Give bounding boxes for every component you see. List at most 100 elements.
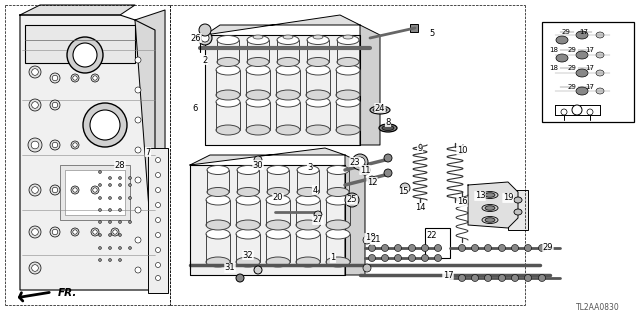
Ellipse shape xyxy=(206,195,230,205)
Text: 9: 9 xyxy=(417,143,422,153)
Circle shape xyxy=(129,177,131,180)
Circle shape xyxy=(109,220,111,223)
Circle shape xyxy=(422,244,429,252)
Circle shape xyxy=(538,275,545,282)
Ellipse shape xyxy=(296,229,320,239)
Circle shape xyxy=(394,254,401,261)
Circle shape xyxy=(118,259,122,261)
Circle shape xyxy=(29,99,41,111)
Circle shape xyxy=(91,186,99,194)
Circle shape xyxy=(31,141,39,149)
Ellipse shape xyxy=(596,52,604,58)
Text: FR.: FR. xyxy=(58,288,77,298)
Circle shape xyxy=(109,246,111,250)
Ellipse shape xyxy=(236,220,260,230)
Polygon shape xyxy=(20,5,135,15)
Circle shape xyxy=(91,74,99,82)
Text: 17: 17 xyxy=(586,84,595,90)
Circle shape xyxy=(135,117,141,123)
Circle shape xyxy=(29,262,41,274)
Circle shape xyxy=(29,66,41,78)
Polygon shape xyxy=(205,35,360,145)
Circle shape xyxy=(525,275,531,282)
Circle shape xyxy=(32,187,38,193)
Circle shape xyxy=(369,244,376,252)
Text: 32: 32 xyxy=(243,251,253,260)
Circle shape xyxy=(511,275,518,282)
Ellipse shape xyxy=(482,191,498,198)
Ellipse shape xyxy=(556,36,568,44)
Text: 29: 29 xyxy=(568,65,577,71)
Bar xyxy=(65,170,125,215)
Circle shape xyxy=(381,244,388,252)
Circle shape xyxy=(135,237,141,243)
Circle shape xyxy=(50,100,60,110)
Circle shape xyxy=(499,275,506,282)
Ellipse shape xyxy=(216,125,240,135)
Circle shape xyxy=(254,266,262,274)
Text: 29: 29 xyxy=(568,84,577,90)
Ellipse shape xyxy=(307,58,329,67)
Circle shape xyxy=(32,69,38,75)
Circle shape xyxy=(135,87,141,93)
Ellipse shape xyxy=(276,125,300,135)
Circle shape xyxy=(109,234,111,236)
Ellipse shape xyxy=(482,204,498,212)
Ellipse shape xyxy=(306,97,330,107)
Text: 6: 6 xyxy=(192,103,198,113)
Text: 7: 7 xyxy=(145,148,150,156)
Circle shape xyxy=(52,229,58,235)
Ellipse shape xyxy=(253,35,263,39)
Text: 23: 23 xyxy=(349,157,360,166)
Circle shape xyxy=(484,244,492,252)
Circle shape xyxy=(52,102,58,108)
Text: 16: 16 xyxy=(457,197,467,206)
Ellipse shape xyxy=(382,125,394,131)
Circle shape xyxy=(135,147,141,153)
Ellipse shape xyxy=(326,229,350,239)
Circle shape xyxy=(511,244,518,252)
Circle shape xyxy=(99,209,102,212)
Circle shape xyxy=(472,275,479,282)
Circle shape xyxy=(400,183,410,193)
Circle shape xyxy=(129,220,131,223)
Polygon shape xyxy=(360,25,380,145)
Circle shape xyxy=(156,233,161,237)
Circle shape xyxy=(28,138,42,152)
Text: 5: 5 xyxy=(429,28,435,37)
Polygon shape xyxy=(190,165,345,275)
Circle shape xyxy=(368,176,376,184)
Circle shape xyxy=(99,246,102,250)
Text: 25: 25 xyxy=(347,196,357,204)
Circle shape xyxy=(32,102,38,108)
Circle shape xyxy=(561,109,567,115)
Circle shape xyxy=(91,228,99,236)
Circle shape xyxy=(73,43,97,67)
Circle shape xyxy=(135,57,141,63)
Circle shape xyxy=(135,177,141,183)
Bar xyxy=(425,228,450,258)
Text: 30: 30 xyxy=(253,161,263,170)
Ellipse shape xyxy=(576,51,588,59)
Circle shape xyxy=(99,171,102,173)
Circle shape xyxy=(118,177,122,180)
Text: 18: 18 xyxy=(550,47,559,53)
Circle shape xyxy=(458,275,465,282)
Ellipse shape xyxy=(277,58,299,67)
Ellipse shape xyxy=(336,90,360,100)
Ellipse shape xyxy=(266,229,290,239)
Ellipse shape xyxy=(556,54,568,62)
Ellipse shape xyxy=(266,220,290,230)
Polygon shape xyxy=(20,15,155,290)
Ellipse shape xyxy=(336,65,360,75)
Ellipse shape xyxy=(267,165,289,174)
Ellipse shape xyxy=(485,218,495,222)
Ellipse shape xyxy=(207,188,229,196)
Circle shape xyxy=(29,184,41,196)
Circle shape xyxy=(135,267,141,273)
Ellipse shape xyxy=(485,193,495,197)
Ellipse shape xyxy=(246,65,270,75)
Ellipse shape xyxy=(596,32,604,38)
Ellipse shape xyxy=(596,88,604,94)
Ellipse shape xyxy=(313,35,323,39)
